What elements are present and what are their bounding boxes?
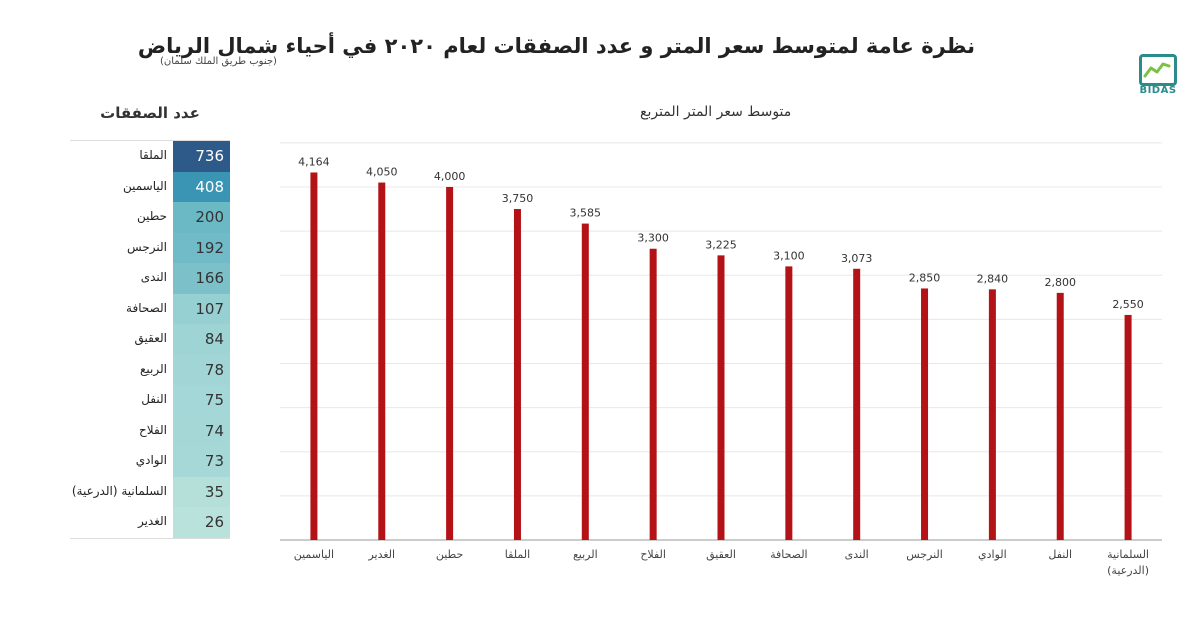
bar (1056, 292, 1064, 540)
row-neighborhood-name: الربيع (140, 361, 167, 376)
bar-value-label: 3,300 (637, 232, 669, 245)
bar (717, 255, 725, 540)
bar (649, 248, 657, 540)
logo-line-icon (1143, 62, 1171, 78)
row-neighborhood-name: النفل (141, 392, 167, 406)
row-deals-count: 75 (173, 385, 230, 416)
bar-value-label: 3,585 (570, 207, 602, 220)
bar (785, 266, 793, 540)
bar (378, 182, 386, 541)
bar (921, 288, 929, 540)
bidas-logo: BIDAS (1136, 50, 1180, 100)
x-tick-label: حطين (436, 548, 464, 561)
x-tick-label: العقيق (706, 548, 736, 562)
row-deals-count: 192 (173, 232, 230, 263)
bar-value-label: 3,750 (502, 192, 534, 205)
page-subtitle: (جنوب طريق الملك سلمان) (160, 56, 277, 67)
row-neighborhood-name: السلمانية (الدرعية) (71, 483, 167, 498)
bar (853, 268, 861, 540)
page-title: نظرة عامة لمتوسط سعر المتر و عدد الصفقات… (137, 34, 975, 58)
table-row: الياسمين 408 (70, 171, 230, 202)
table-row: الفلاح 74 (70, 415, 230, 446)
bar-value-label: 4,000 (434, 170, 466, 183)
bar-value-label: 2,550 (1112, 298, 1144, 311)
x-tick-label: الصحافة (770, 548, 808, 561)
bar (446, 186, 454, 540)
row-neighborhood-name: الفلاح (139, 422, 167, 437)
logo-frame (1139, 54, 1177, 86)
table-row: النرجس 192 (70, 232, 230, 263)
table-row: الندى 166 (70, 263, 230, 294)
bar-value-label: 2,840 (977, 272, 1009, 285)
row-deals-count: 26 (173, 507, 230, 538)
row-deals-count: 84 (173, 324, 230, 355)
bar (513, 209, 521, 541)
table-row: الربيع 78 (70, 354, 230, 385)
bar-value-label: 3,225 (705, 238, 737, 251)
bar (1124, 314, 1132, 540)
row-deals-count: 200 (173, 202, 230, 233)
x-tick-label: الوادي (978, 548, 1007, 561)
x-tick-label: الياسمين (294, 548, 334, 561)
row-deals-count: 408 (173, 171, 230, 202)
x-tick-label: الملقا (505, 548, 530, 561)
row-neighborhood-name: الغدير (137, 514, 167, 528)
table-row: الوادي 73 (70, 446, 230, 477)
x-tick-label: النفل (1048, 548, 1072, 561)
table-row: الغدير 26 (70, 507, 230, 538)
bar (581, 223, 589, 540)
row-deals-count: 107 (173, 293, 230, 324)
row-deals-count: 736 (173, 141, 230, 172)
bar-value-label: 3,073 (841, 252, 873, 265)
row-deals-count: 78 (173, 354, 230, 385)
table-row: العقيق 84 (70, 324, 230, 355)
x-tick-label: الفلاح (640, 548, 666, 561)
bar (310, 172, 318, 540)
row-deals-count: 166 (173, 263, 230, 294)
row-neighborhood-name: حطين (136, 209, 167, 223)
row-neighborhood-name: الملقا (139, 148, 167, 162)
bar-value-label: 2,850 (909, 271, 941, 284)
bar-value-label: 2,800 (1044, 276, 1076, 289)
row-deals-count: 73 (173, 446, 230, 477)
x-tick-label: الربيع (573, 548, 598, 561)
chart-title: متوسط سعر المتر المتربع (640, 104, 792, 120)
row-neighborhood-name: الصحافة (126, 300, 167, 315)
bar-value-label: 4,050 (366, 166, 398, 179)
table-row: النفل 75 (70, 385, 230, 416)
table-row: الصحافة 107 (70, 293, 230, 324)
logo-text: BIDAS (1139, 85, 1177, 96)
row-neighborhood-name: الوادي (135, 453, 167, 467)
table-row: حطين 200 (70, 202, 230, 233)
deals-table: الملقا 736 الياسمين 408 حطين 200 النرجس 192 الند… (70, 140, 230, 539)
x-tick-label: النرجس (906, 548, 943, 561)
bar-value-label: 4,164 (298, 155, 330, 168)
x-tick-label: السلمانية (الدرعية) (1107, 548, 1149, 577)
row-neighborhood-name: العقيق (134, 331, 167, 345)
table-row: الملقا 736 (70, 141, 230, 172)
x-tick-label: الندى (845, 548, 869, 561)
bar (988, 289, 996, 540)
row-deals-count: 35 (173, 476, 230, 507)
bar-value-label: 3,100 (773, 249, 805, 262)
row-neighborhood-name: النرجس (127, 239, 167, 254)
row-deals-count: 74 (173, 415, 230, 446)
row-neighborhood-name: الندى (140, 270, 167, 284)
table-title: عدد الصفقات (100, 104, 200, 122)
x-tick-label: الغدير (367, 548, 395, 561)
row-neighborhood-name: الياسمين (122, 178, 167, 193)
table-row: السلمانية (الدرعية) 35 (70, 476, 230, 507)
